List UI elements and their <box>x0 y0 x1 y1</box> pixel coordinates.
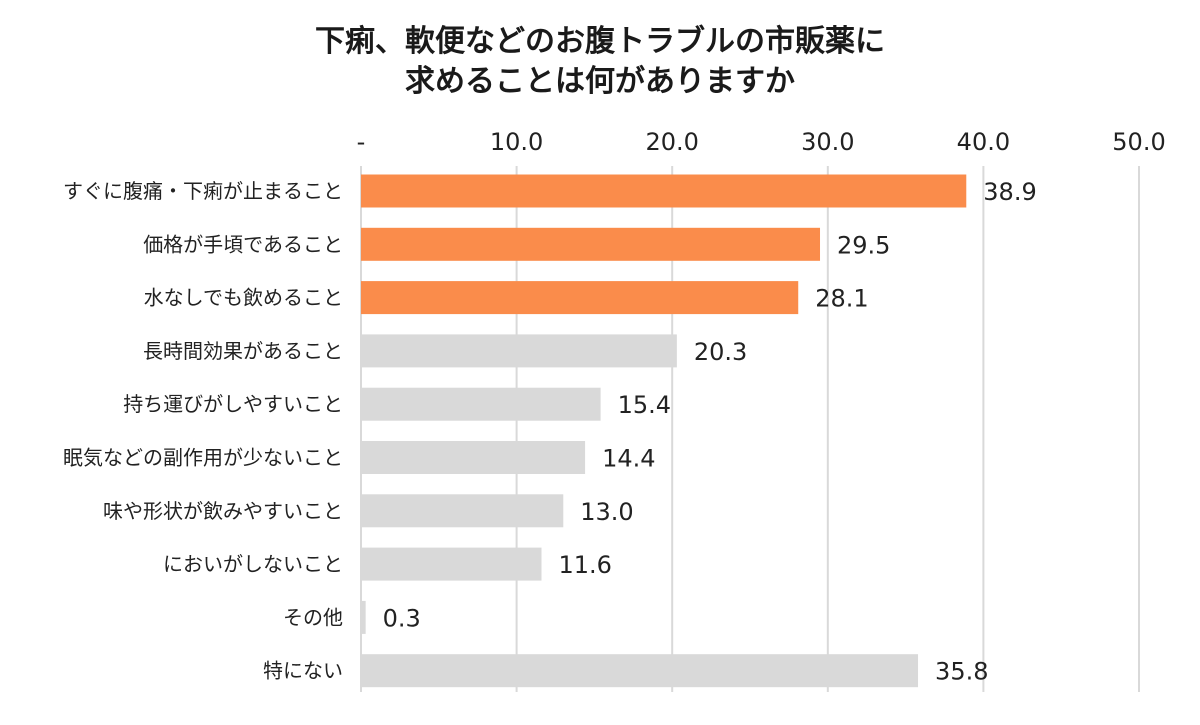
category-label: すぐに腹痛・下痢が止まること <box>63 179 343 203</box>
bar <box>361 387 601 421</box>
category-label: その他 <box>283 605 343 629</box>
category-label: 持ち運びがしやすいこと <box>123 392 343 416</box>
x-tick-label: 30.0 <box>801 128 854 156</box>
bars <box>361 174 967 688</box>
bar <box>361 281 799 315</box>
x-tick-label: 10.0 <box>490 128 543 156</box>
x-tick-label: 50.0 <box>1112 128 1165 156</box>
value-label: 11.6 <box>558 551 611 579</box>
chart-title-line-2: 求めることは何がありますか <box>405 64 795 99</box>
category-label: 水なしでも飲めること <box>144 286 343 310</box>
chart-title: 下痢、軟便などのお腹トラブルの市販薬に 求めることは何がありますか <box>0 22 1200 102</box>
value-label: 35.8 <box>935 658 988 686</box>
category-label: 特にない <box>263 659 343 683</box>
category-label: 価格が手頃であること <box>143 232 343 256</box>
category-label: においがしないこと <box>163 552 343 576</box>
category-label: 眠気などの副作用が少ないこと <box>63 446 343 470</box>
bar <box>361 654 919 688</box>
bar <box>361 547 542 581</box>
value-label: 20.3 <box>694 338 747 366</box>
chart-title-line-1: 下痢、軟便などのお腹トラブルの市販薬に <box>315 24 885 59</box>
x-tick-label: 20.0 <box>645 128 698 156</box>
x-tick-label: - <box>357 128 366 156</box>
bar <box>361 334 677 368</box>
bar <box>361 600 366 634</box>
value-label: 38.9 <box>983 178 1036 206</box>
category-labels: すぐに腹痛・下痢が止まること価格が手頃であること水なしでも飲めること長時間効果が… <box>63 179 343 683</box>
value-label: 13.0 <box>580 498 633 526</box>
value-label: 28.1 <box>815 285 868 313</box>
value-label: 29.5 <box>837 231 890 259</box>
category-label: 味や形状が飲みやすいこと <box>103 499 343 523</box>
value-labels: 38.9 29.5 28.1 20.3 15.4 14.4 13.0 11.6 0.3 35.8 <box>383 178 1037 686</box>
bar <box>361 441 586 474</box>
value-label: 15.4 <box>618 391 671 419</box>
bar <box>361 227 821 261</box>
value-label: 0.3 <box>383 604 421 632</box>
category-label: 長時間効果があること <box>143 339 343 363</box>
x-axis-tick-labels: - 10.0 20.0 30.0 40.0 50.0 <box>357 128 1166 156</box>
value-label: 14.4 <box>602 445 655 473</box>
bar <box>361 494 564 528</box>
x-tick-label: 40.0 <box>957 128 1010 156</box>
bar <box>361 174 967 208</box>
